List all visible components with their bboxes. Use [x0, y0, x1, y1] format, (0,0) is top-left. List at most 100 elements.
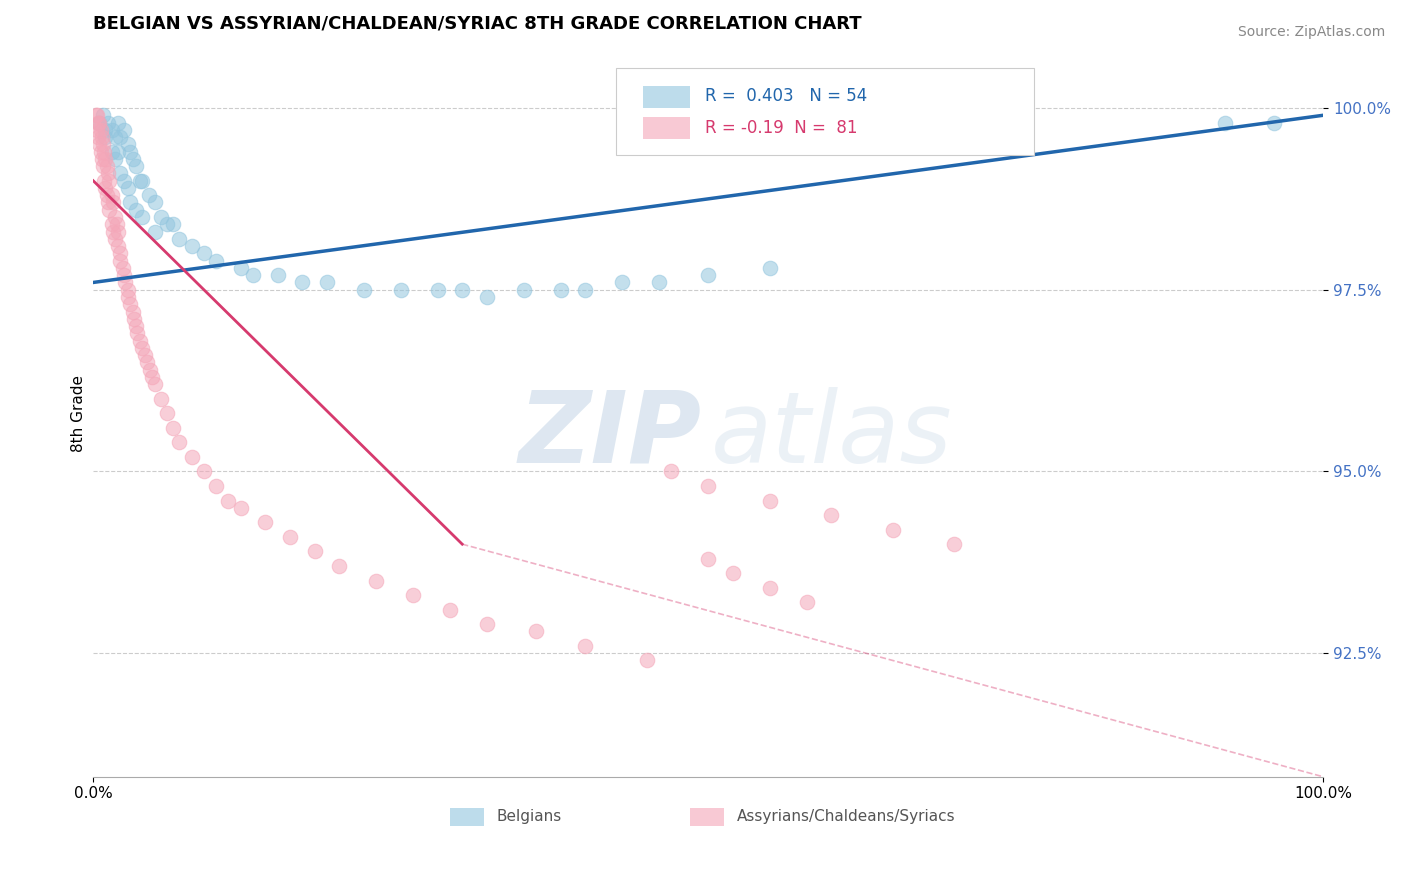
Point	[100, 188, 122, 202]
Point	[97, 115, 120, 129]
Point	[439, 602, 461, 616]
Point	[89, 115, 111, 129]
Point	[402, 588, 425, 602]
Point	[94, 123, 117, 137]
Point	[87, 115, 110, 129]
Point	[697, 268, 720, 283]
Point	[524, 624, 547, 639]
Point	[697, 479, 720, 493]
Point	[205, 253, 228, 268]
Point	[84, 108, 107, 122]
Point	[149, 210, 172, 224]
Point	[120, 195, 142, 210]
Point	[117, 290, 139, 304]
Point	[100, 217, 122, 231]
Point	[139, 362, 162, 376]
FancyBboxPatch shape	[616, 68, 1035, 155]
Point	[156, 217, 179, 231]
Point	[112, 268, 135, 283]
Point	[169, 232, 191, 246]
Point	[162, 217, 184, 231]
Point	[120, 297, 142, 311]
Text: R =  0.403   N = 54: R = 0.403 N = 54	[704, 87, 866, 104]
Point	[138, 188, 160, 202]
Point	[882, 523, 904, 537]
Point	[304, 544, 326, 558]
Text: Source: ZipAtlas.com: Source: ZipAtlas.com	[1237, 25, 1385, 39]
FancyBboxPatch shape	[643, 117, 690, 138]
Point	[93, 174, 115, 188]
Point	[100, 145, 122, 159]
Point	[758, 260, 780, 275]
Point	[91, 137, 114, 152]
Point	[94, 181, 117, 195]
Point	[278, 530, 301, 544]
Point	[636, 653, 658, 667]
Point	[254, 516, 277, 530]
Point	[131, 210, 153, 224]
Point	[574, 639, 596, 653]
Point	[162, 421, 184, 435]
Text: ZIP: ZIP	[519, 386, 702, 483]
Point	[121, 152, 143, 166]
Point	[169, 435, 191, 450]
Text: Belgians: Belgians	[496, 809, 562, 824]
Point	[820, 508, 842, 522]
Point	[180, 239, 202, 253]
Point	[426, 283, 449, 297]
Point	[366, 574, 388, 588]
Point	[91, 159, 114, 173]
Point	[117, 283, 139, 297]
Point	[475, 290, 498, 304]
Point	[97, 195, 120, 210]
Point	[89, 137, 111, 152]
Point	[229, 260, 252, 275]
Point	[758, 493, 780, 508]
Point	[242, 268, 264, 283]
Point	[93, 145, 115, 159]
Point	[110, 166, 132, 180]
Point	[475, 617, 498, 632]
Point	[117, 181, 139, 195]
FancyBboxPatch shape	[643, 87, 690, 108]
Point	[316, 276, 339, 290]
Point	[104, 210, 127, 224]
Point	[328, 558, 350, 573]
Point	[107, 145, 129, 159]
Point	[112, 174, 135, 188]
Point	[104, 130, 127, 145]
Point	[512, 283, 534, 297]
Point	[94, 130, 117, 145]
Point	[141, 370, 163, 384]
Point	[143, 225, 166, 239]
Point	[291, 276, 314, 290]
Point	[136, 355, 159, 369]
Point	[758, 581, 780, 595]
Y-axis label: 8th Grade: 8th Grade	[72, 375, 86, 452]
Point	[120, 145, 142, 159]
Point	[193, 465, 215, 479]
Point	[659, 465, 682, 479]
Point	[111, 260, 134, 275]
Point	[91, 108, 114, 122]
Point	[149, 392, 172, 406]
Point	[94, 152, 117, 166]
Point	[574, 283, 596, 297]
FancyBboxPatch shape	[450, 808, 484, 826]
Point	[100, 123, 122, 137]
Point	[134, 348, 156, 362]
Point	[129, 174, 152, 188]
Point	[550, 283, 572, 297]
Point	[112, 123, 135, 137]
Point	[389, 283, 412, 297]
Point	[86, 123, 108, 137]
Point	[267, 268, 290, 283]
Point	[131, 174, 153, 188]
Point	[117, 137, 139, 152]
Point	[90, 145, 112, 159]
Point	[86, 108, 108, 122]
Point	[125, 159, 148, 173]
Point	[104, 152, 127, 166]
Point	[104, 232, 127, 246]
Point	[114, 276, 136, 290]
